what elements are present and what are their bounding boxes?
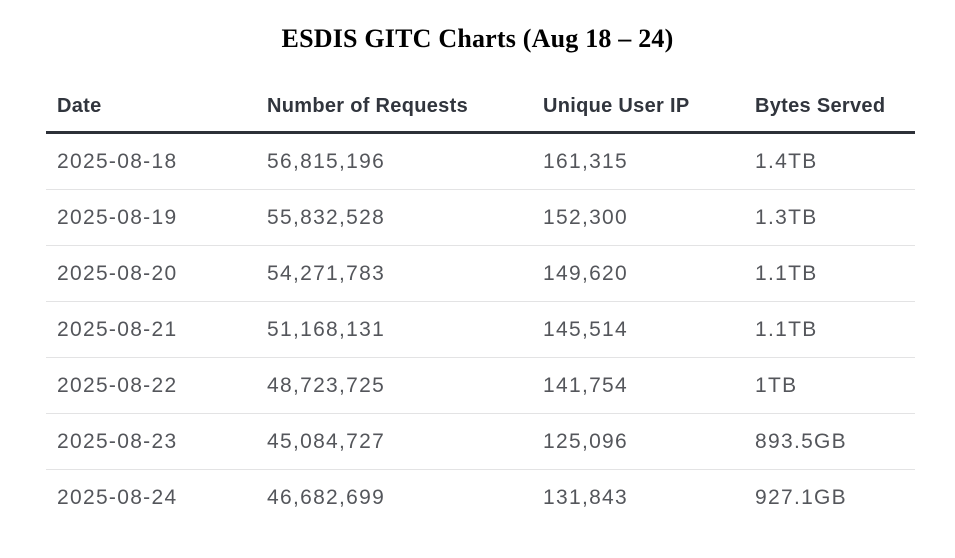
- cell-bytes-served: 1.3TB: [755, 189, 915, 246]
- cell-date: 2025-08-20: [46, 245, 267, 302]
- cell-number-of-requests: 54,271,783: [267, 245, 543, 302]
- cell-unique-user-ip: 145,514: [543, 301, 755, 358]
- cell-bytes-served: 927.1GB: [755, 485, 847, 509]
- column-header-bytes-served: Bytes Served: [755, 82, 915, 134]
- cell-bytes-served: 1TB: [755, 357, 915, 414]
- table-row: 2025-08-23 45,084,727 125,096 893.5GB: [46, 413, 915, 470]
- stats-table: Date Number of Requests Unique User IP B…: [46, 82, 915, 525]
- table-row: 2025-08-21 51,168,131 145,514 1.1TB: [46, 301, 915, 358]
- cell-number-of-requests: 56,815,196: [267, 132, 543, 190]
- column-header-date: Date: [46, 82, 267, 134]
- table-row: 2025-08-18 56,815,196 161,315 1.4TB: [46, 132, 915, 190]
- cell-unique-user-ip: 131,843: [543, 485, 629, 509]
- cell-unique-user-ip: 141,754: [543, 357, 755, 414]
- cell-date: 2025-08-21: [46, 301, 267, 358]
- cell-number-of-requests: 51,168,131: [267, 301, 543, 358]
- column-header-unique-user-ip: Unique User IP: [543, 82, 755, 134]
- cell-date: 2025-08-18: [46, 132, 267, 190]
- cell-bytes-served: 893.5GB: [755, 413, 915, 470]
- cell-unique-user-ip: 152,300: [543, 189, 755, 246]
- cell-unique-user-ip: 161,315: [543, 132, 755, 190]
- cell-date: 2025-08-22: [46, 357, 267, 414]
- cell-bytes-served: 1.1TB: [755, 301, 915, 358]
- page-title: ESDIS GITC Charts (Aug 18 – 24): [281, 24, 674, 53]
- cell-date: 2025-08-23: [46, 413, 267, 470]
- cell-unique-user-ip: 125,096: [543, 413, 755, 470]
- cell-number-of-requests: 45,084,727: [267, 413, 543, 470]
- table-row: 2025-08-22 48,723,725 141,754 1TB: [46, 357, 915, 414]
- page: ESDIS GITC Charts (Aug 18 – 24) Date Num…: [0, 24, 955, 525]
- cell-unique-user-ip: 149,620: [543, 245, 755, 302]
- table-row: 2025-08-19 55,832,528 152,300 1.3TB: [46, 189, 915, 246]
- table-row: 2025-08-24 46,682,699 131,843 927.1GB: [46, 470, 915, 526]
- table-row: 2025-08-20 54,271,783 149,620 1.1TB: [46, 245, 915, 302]
- cell-bytes-served: 1.1TB: [755, 245, 915, 302]
- header-row: Date Number of Requests Unique User IP B…: [46, 82, 915, 134]
- column-header-number-of-requests: Number of Requests: [267, 82, 543, 134]
- cell-number-of-requests: 48,723,725: [267, 357, 543, 414]
- cell-bytes-served: 1.4TB: [755, 132, 915, 190]
- table-header: Date Number of Requests Unique User IP B…: [46, 82, 915, 134]
- cell-date: 2025-08-24: [57, 485, 178, 509]
- cell-number-of-requests: 55,832,528: [267, 189, 543, 246]
- cell-number-of-requests: 46,682,699: [267, 485, 386, 509]
- cell-date: 2025-08-19: [46, 189, 267, 246]
- table-body: 2025-08-18 56,815,196 161,315 1.4TB 2025…: [46, 132, 915, 526]
